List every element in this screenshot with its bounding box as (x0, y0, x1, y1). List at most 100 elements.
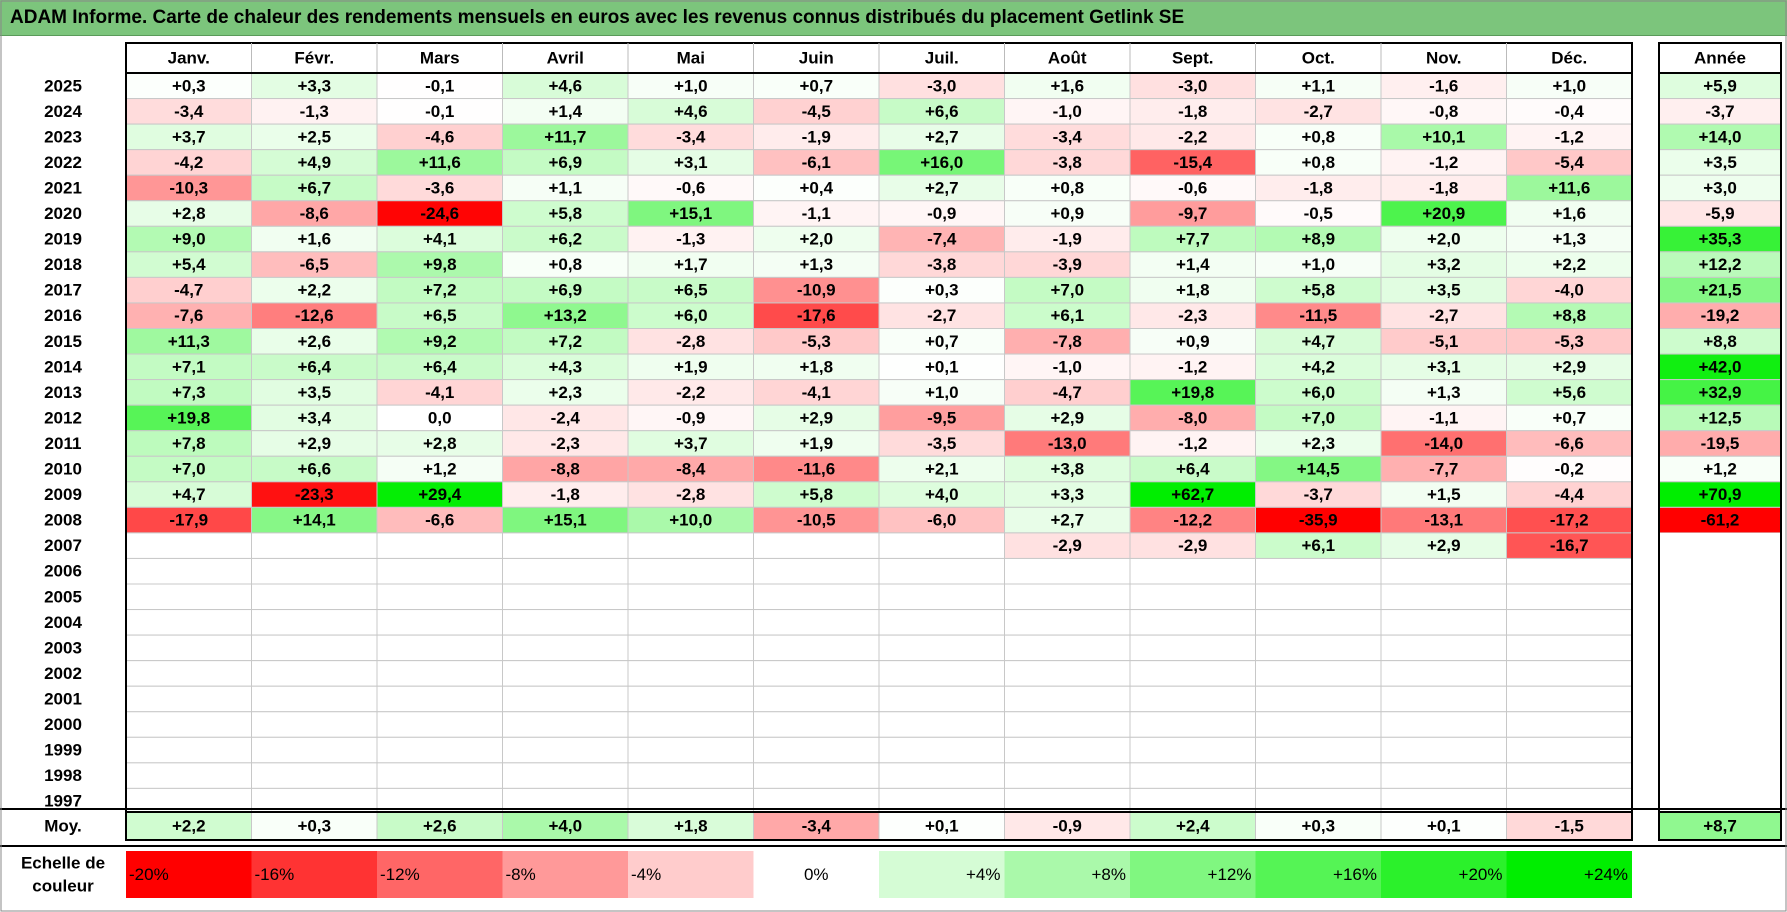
cell-value: +4,3 (548, 357, 582, 376)
annual-cell (1658, 481, 1782, 508)
cell-value: -2,8 (676, 485, 705, 504)
heat-cell (1004, 634, 1131, 662)
heat-cell (251, 583, 378, 611)
heat-cell (1004, 711, 1131, 738)
heat-cell (627, 455, 754, 483)
cell-value: -17,9 (169, 511, 208, 530)
scale-swatch (1004, 851, 1130, 898)
heat-cell (878, 72, 1005, 100)
year-label: 2011 (45, 434, 82, 453)
heat-cell (1506, 123, 1633, 151)
heat-cell (1129, 302, 1256, 330)
cell-value: -6,6 (1555, 434, 1584, 453)
heat-cell (1129, 736, 1256, 764)
cell-value: -6,5 (300, 255, 329, 274)
cell-value: +1,3 (1552, 230, 1586, 249)
heat-cell (878, 787, 1005, 815)
cell-value: -2,2 (676, 383, 705, 402)
cell-value: +7,2 (423, 281, 457, 300)
cell-value: +6,2 (548, 230, 582, 249)
heat-cell (251, 149, 378, 176)
heat-cell (125, 609, 252, 636)
heat-cell (1004, 98, 1131, 125)
cell-value: -2,9 (1178, 536, 1207, 555)
cell-value: -1,1 (1429, 408, 1458, 427)
heat-cell (627, 736, 754, 764)
cell-value: -1,3 (676, 230, 705, 249)
heat-cell (1004, 72, 1131, 100)
year-label: 2019 (44, 230, 82, 249)
heat-cell (125, 583, 252, 611)
scale-swatch (126, 851, 252, 898)
heat-cell (125, 711, 252, 738)
heat-cell (251, 379, 378, 406)
heat-cell (251, 123, 378, 151)
cell-value: +6,1 (1050, 306, 1084, 325)
year-label: 2007 (44, 536, 82, 555)
scale-swatch (879, 851, 1005, 898)
heat-cell (878, 481, 1005, 508)
cell-value: -1,2 (1555, 127, 1584, 146)
cell-value: +2,7 (1050, 511, 1084, 530)
heat-cell (1255, 430, 1382, 457)
heat-cell (376, 430, 503, 457)
cell-value: +4,2 (1301, 357, 1335, 376)
heat-cell (878, 557, 1005, 585)
cell-value: +0,7 (925, 332, 959, 351)
cell-value: +6,5 (423, 306, 457, 325)
cell-value: -0,5 (1304, 204, 1333, 223)
cell-value: -2,4 (551, 408, 581, 427)
year-label: 2023 (44, 127, 82, 146)
annual-value: -61,2 (1701, 511, 1740, 530)
heat-cell (878, 98, 1005, 125)
scale-value: -12% (380, 865, 420, 884)
year-label: 1999 (44, 741, 82, 760)
heat-cell (627, 711, 754, 738)
cell-value: +4,7 (1301, 332, 1335, 351)
heat-cell (627, 532, 754, 559)
heat-cell (376, 583, 503, 611)
annual-cell (1659, 737, 1781, 763)
average-value: +0,1 (925, 816, 959, 835)
cell-value: +1,3 (799, 255, 833, 274)
heat-cell (627, 149, 754, 176)
heat-cell (627, 762, 754, 789)
month-header: Avril (547, 48, 584, 67)
annual-value: +3,5 (1703, 153, 1737, 172)
heat-cell (753, 660, 880, 687)
cell-value: +7,0 (1301, 408, 1335, 427)
heat-cell (753, 557, 880, 585)
cell-value: -8,0 (1178, 408, 1207, 427)
cell-value: -1,2 (1429, 153, 1458, 172)
heat-cell (1004, 328, 1131, 355)
annual-cell (1658, 276, 1782, 304)
cell-value: +7,3 (172, 383, 206, 402)
heat-cell (502, 225, 629, 253)
average-value: +0,3 (1301, 816, 1335, 835)
heat-cell (753, 736, 880, 764)
scale-label: couleur (32, 876, 94, 895)
cell-value: -1,8 (551, 485, 580, 504)
heat-cell (627, 660, 754, 687)
heat-cell (1380, 787, 1507, 815)
cell-value: +3,1 (674, 153, 708, 172)
cell-value: -1,2 (1178, 357, 1207, 376)
heat-cell (251, 430, 378, 457)
scale-value: -4% (631, 865, 661, 884)
annual-cell (1658, 251, 1782, 278)
heat-cell (502, 251, 629, 278)
cell-value: +3,5 (297, 383, 331, 402)
cell-value: -8,6 (300, 204, 329, 223)
heat-cell (251, 634, 378, 662)
scale-value: -8% (506, 865, 536, 884)
cell-value: -1,9 (1053, 230, 1082, 249)
cell-value: +6,6 (925, 102, 959, 121)
average-cell (502, 811, 629, 841)
heat-cell (376, 634, 503, 662)
heat-cell (125, 328, 252, 355)
cell-value: +1,7 (674, 255, 708, 274)
heat-cell (502, 583, 629, 611)
cell-value: -5,3 (802, 332, 831, 351)
cell-value: +1,3 (1427, 383, 1461, 402)
heat-cell (251, 609, 378, 636)
